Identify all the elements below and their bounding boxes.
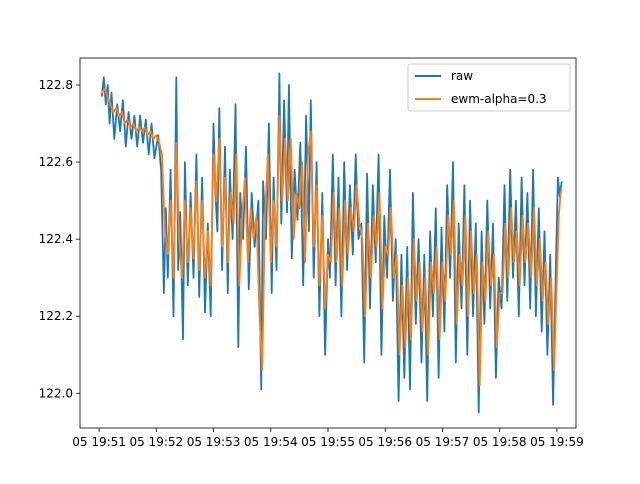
x-tick-label: 05 19:58 [473, 435, 527, 449]
x-axis-ticks: 05 19:51 05 19:52 05 19:53 05 19:54 05 19:55… [72, 428, 584, 449]
y-tick-label: 122.0 [39, 386, 73, 400]
series-line-raw [101, 72, 563, 414]
x-tick-label: 05 19:57 [416, 435, 470, 449]
legend-label-ewm: ewm-alpha=0.3 [451, 92, 547, 106]
x-tick-label: 05 19:54 [244, 435, 298, 449]
x-tick-label: 05 19:52 [129, 435, 183, 449]
legend: raw ewm-alpha=0.3 [407, 63, 571, 112]
y-tick-label: 122.2 [39, 309, 73, 323]
x-tick-label: 05 19:56 [358, 435, 412, 449]
series-layer [101, 72, 563, 414]
x-tick-label: 05 19:59 [530, 435, 584, 449]
y-axis-ticks: 122.0 122.2 122.4 122.6 122.8 [39, 78, 80, 400]
series-line-ewm [101, 87, 563, 387]
y-tick-label: 122.4 [39, 232, 73, 246]
legend-box [407, 63, 571, 112]
x-tick-label: 05 19:53 [187, 435, 241, 449]
y-tick-label: 122.6 [39, 155, 73, 169]
x-tick-label: 05 19:55 [301, 435, 355, 449]
x-tick-label: 05 19:51 [72, 435, 126, 449]
legend-label-raw: raw [451, 69, 473, 83]
y-tick-label: 122.8 [39, 78, 73, 92]
